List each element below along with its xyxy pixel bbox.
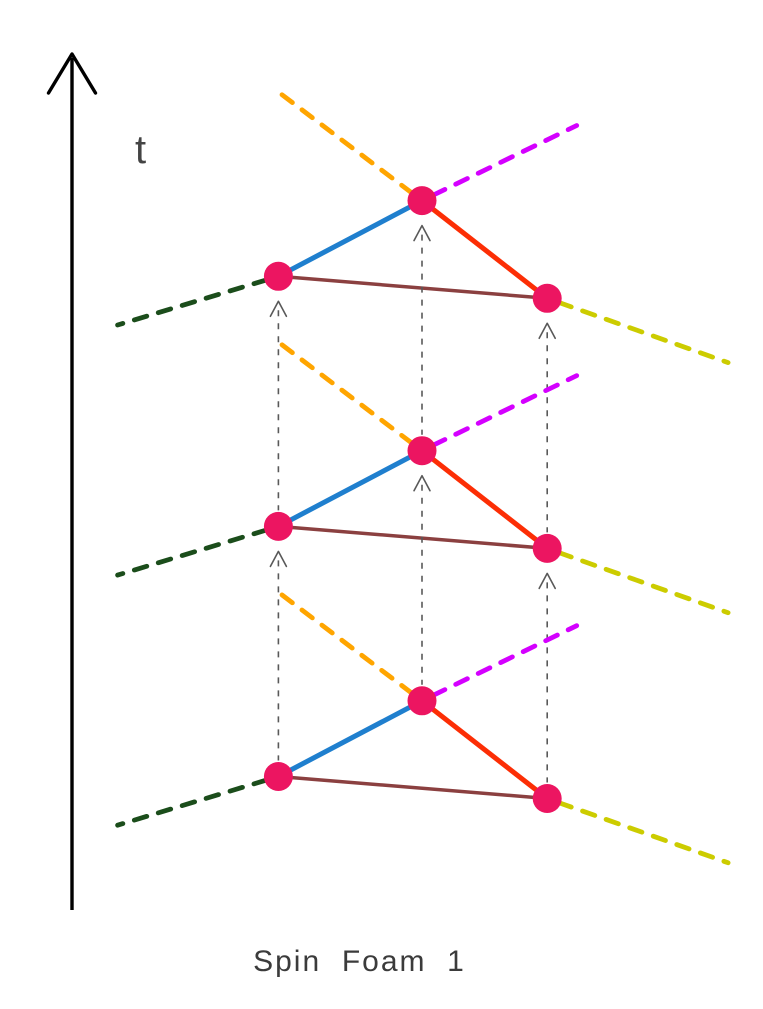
- svg-text:t: t: [135, 128, 146, 172]
